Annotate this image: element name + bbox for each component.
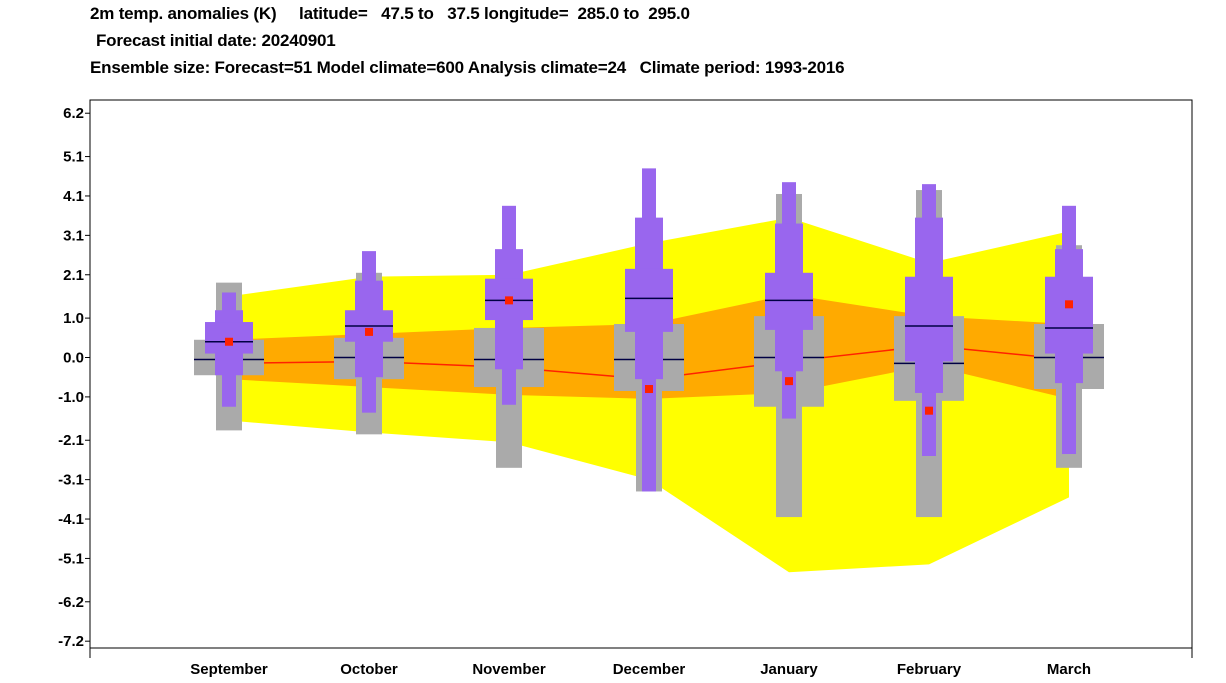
chart-title-line-3: Ensemble size: Forecast=51 Model climate… — [90, 58, 845, 77]
y-tick-label: -4.1 — [58, 511, 84, 528]
y-tick-label: 6.2 — [63, 105, 84, 122]
x-tick-label-december: December — [613, 661, 686, 678]
forecast-box-october — [345, 251, 393, 413]
forecast-iqr-box — [765, 272, 813, 330]
chart-title-line-1: 2m temp. anomalies (K) latitude= 47.5 to… — [90, 4, 690, 23]
forecast-mean-dot — [785, 377, 793, 386]
y-tick-label: -7.2 — [58, 633, 84, 650]
y-tick-label: 1.0 — [63, 310, 84, 327]
y-tick-label: -1.0 — [58, 389, 84, 406]
forecast-iqr-box — [625, 268, 673, 332]
forecast-box-november — [485, 205, 533, 405]
forecast-boxes — [205, 168, 1093, 492]
plot-frame — [89, 99, 1193, 649]
y-tick-label: 3.1 — [63, 227, 84, 244]
y-tick-label: 0.0 — [63, 350, 84, 367]
y-tick-label: -6.2 — [58, 594, 84, 611]
x-tick-label-november: November — [472, 661, 546, 678]
y-tick-label: -2.1 — [58, 432, 84, 449]
forecast-mean-dot — [645, 385, 653, 394]
forecast-mean-dot — [505, 296, 513, 305]
forecast-box-march — [1045, 205, 1093, 455]
x-tick-label-february: February — [897, 661, 962, 678]
forecast-iqr-box — [1045, 276, 1093, 354]
forecast-mean-dot — [1065, 300, 1073, 309]
y-tick-label: 2.1 — [63, 267, 84, 284]
forecast-box-september — [205, 292, 253, 407]
forecast-mean-dot — [225, 337, 233, 346]
forecast-mean-dot — [365, 327, 373, 336]
forecast-box-january — [765, 182, 813, 419]
x-tick-label-september: September — [190, 661, 268, 678]
y-tick-label: 4.1 — [63, 188, 84, 205]
forecast-iqr-box — [905, 276, 953, 362]
forecast-box-december — [625, 168, 673, 492]
x-tick-label-march: March — [1047, 661, 1091, 678]
x-tick-label-october: October — [340, 661, 398, 678]
x-tick-label-january: January — [760, 661, 818, 678]
axes: 6.2 5.1 4.1 3.1 2.1 1.0 0.0 -1.0 -2.1 -3.1 -4.1 -5.… — [58, 105, 1193, 678]
y-tick-label: 5.1 — [63, 149, 84, 166]
chart-title-line-2: Forecast initial date: 20240901 — [96, 31, 336, 50]
forecast-mean-dot — [925, 406, 933, 415]
y-tick-label: -3.1 — [58, 472, 84, 489]
forecast-box-february — [905, 184, 953, 456]
y-tick-label: -5.1 — [58, 550, 84, 567]
